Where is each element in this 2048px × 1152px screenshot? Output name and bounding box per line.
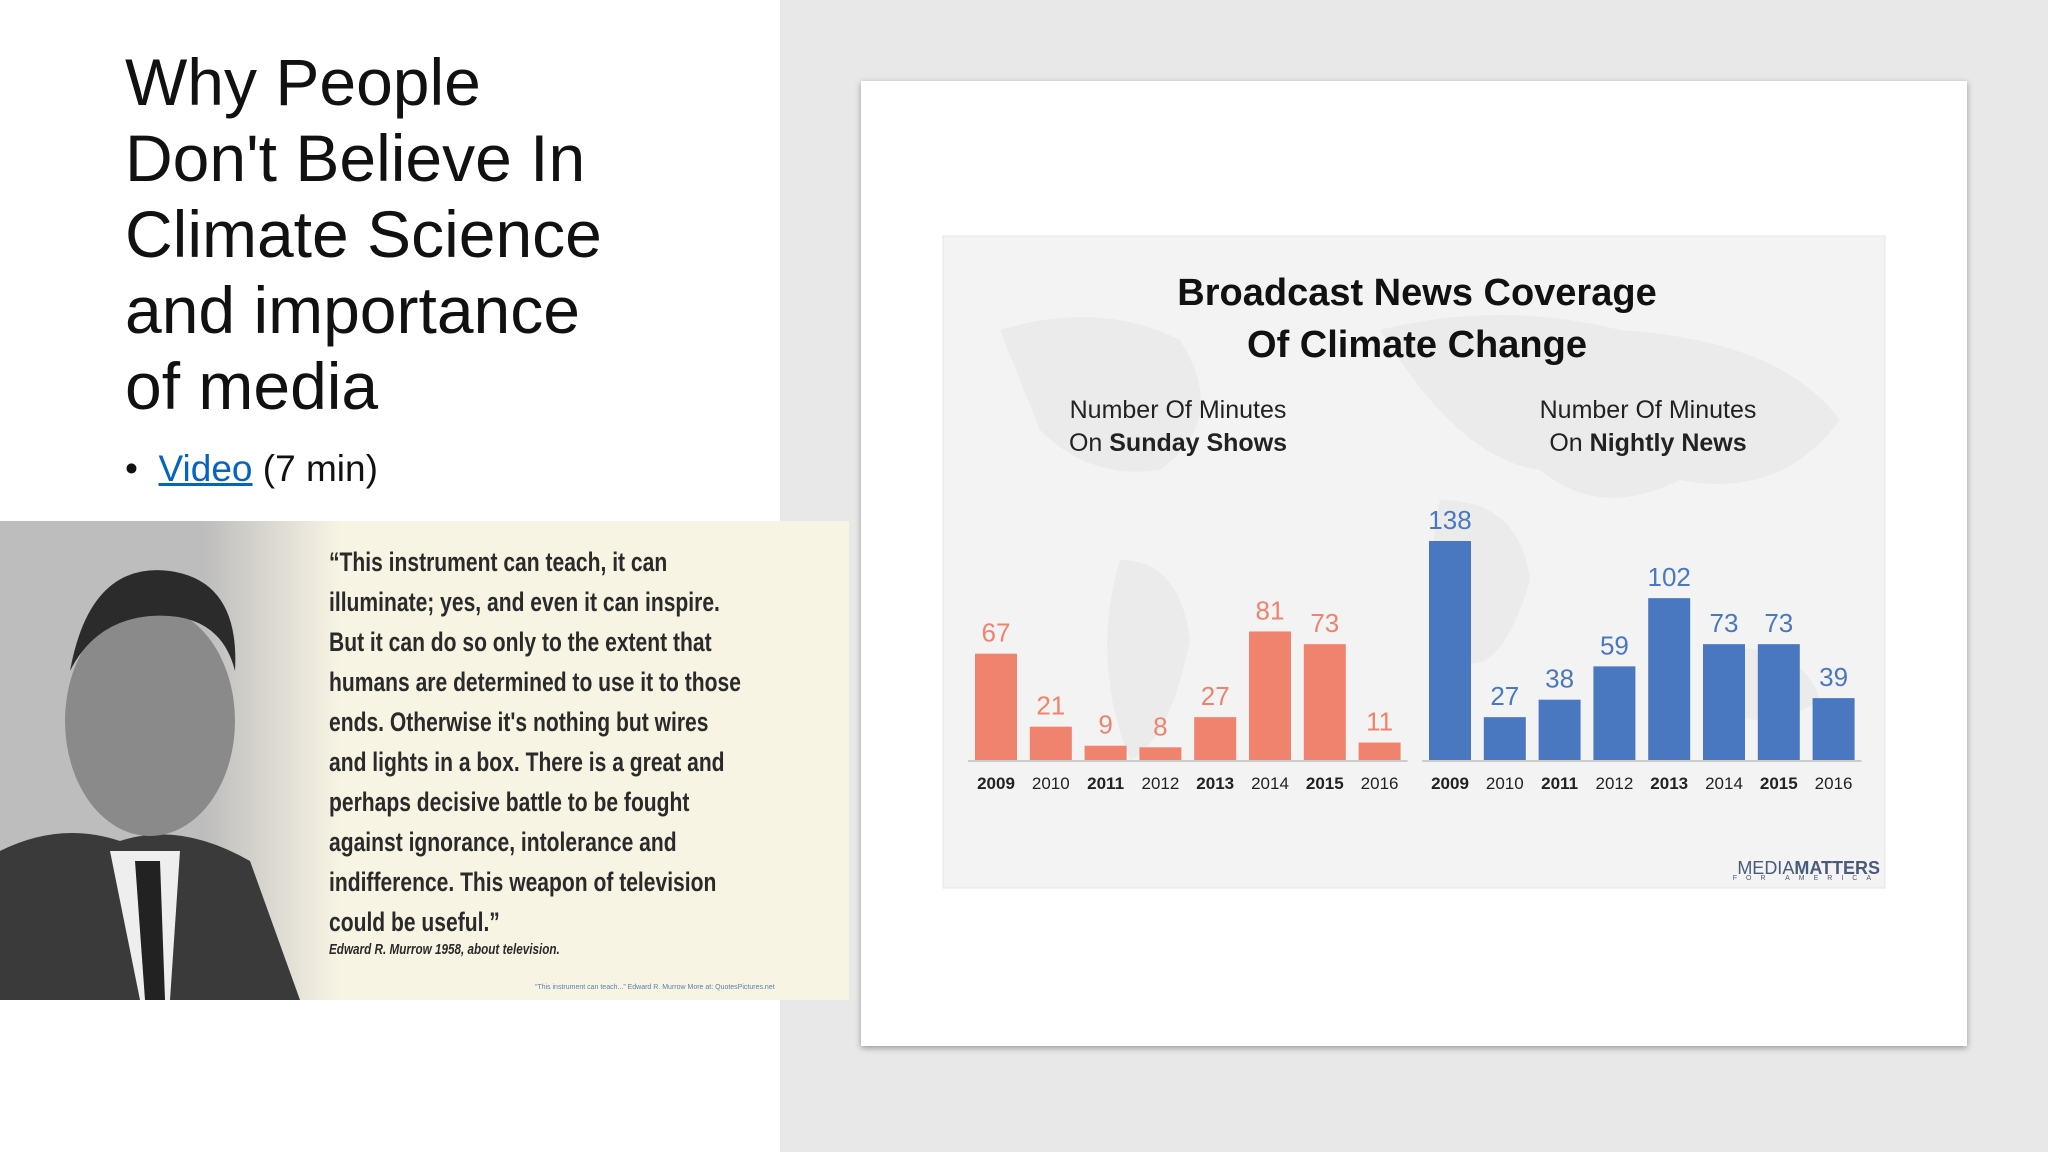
subtitle-emphasis: Nightly News	[1590, 429, 1747, 457]
credit-sub: FOR AMERICA	[1733, 875, 1880, 882]
x-tick-label: 2016	[1361, 774, 1399, 793]
hair	[70, 570, 236, 671]
bar	[1483, 717, 1526, 760]
x-tick-label: 2012	[1595, 774, 1633, 793]
bar	[1358, 742, 1401, 760]
x-tick-label: 2010	[1486, 774, 1524, 793]
subtitle: Number Of Minutes	[1540, 396, 1757, 424]
subtitle-part: On	[1549, 429, 1582, 457]
x-tick-label: 2015	[1306, 774, 1344, 793]
bar	[1593, 666, 1636, 760]
bar	[1812, 698, 1855, 760]
x-tick-label: 2011	[1087, 774, 1124, 793]
value-label: 73	[1710, 608, 1739, 638]
quote-line: indifference. This weapon of television	[329, 867, 717, 897]
credit-part: MATTERS	[1794, 858, 1880, 878]
quote-footer: “This instrument can teach...” Edward R.…	[535, 984, 775, 991]
value-label: 81	[1256, 595, 1285, 625]
value-label: 38	[1545, 664, 1574, 694]
value-label: 11	[1366, 707, 1393, 737]
value-label: 27	[1490, 681, 1519, 711]
x-tick-label: 2014	[1251, 774, 1289, 793]
x-tick-label: 2009	[977, 774, 1015, 793]
value-label: 73	[1764, 608, 1793, 638]
x-tick-label: 2012	[1141, 774, 1179, 793]
bar	[1303, 644, 1346, 760]
chart-title: Broadcast News Coverage	[1177, 272, 1656, 314]
subtitle-part: On	[1069, 429, 1102, 457]
quote-attribution: Edward R. Murrow 1958, about television.	[329, 941, 560, 958]
quote-line: perhaps decisive battle to be fought	[329, 787, 690, 817]
value-label: 21	[1036, 691, 1065, 721]
quote-line: humans are determined to use it to those	[329, 667, 741, 697]
bar	[1194, 717, 1237, 760]
value-label: 39	[1819, 662, 1848, 692]
bar	[975, 653, 1017, 760]
face	[65, 606, 235, 836]
x-tick-label: 2014	[1705, 774, 1743, 793]
quote-line: “This instrument can teach, it can	[329, 547, 668, 577]
subtitle: Number Of Minutes	[1070, 396, 1287, 424]
portrait	[0, 521, 340, 1000]
bar	[1538, 699, 1581, 760]
value-label: 102	[1648, 562, 1691, 592]
quote-line: illuminate; yes, and even it can inspire…	[329, 587, 720, 617]
x-tick-label: 2013	[1650, 774, 1688, 793]
quote-line: against ignorance, intolerance and	[329, 827, 677, 857]
value-label: 59	[1600, 630, 1629, 660]
credit-part: MEDIA	[1737, 858, 1794, 878]
value-label: 138	[1428, 505, 1471, 535]
quote-line: But it can do so only to the extent that	[329, 627, 712, 657]
quote-line: and lights in a box. There is a great an…	[329, 747, 725, 777]
x-tick-label: 2011	[1541, 774, 1578, 793]
quote-image: “This instrument can teach, it can illumi…	[0, 521, 849, 1000]
bar	[1429, 541, 1471, 760]
slide-title: Why People Don't Believe In Climate Scienc…	[125, 44, 602, 424]
value-label: 8	[1153, 711, 1167, 741]
bar	[1249, 631, 1291, 760]
bar	[1648, 598, 1691, 760]
chart-title: Of Climate Change	[1247, 324, 1587, 366]
bar	[1139, 747, 1182, 760]
value-label: 27	[1201, 681, 1230, 711]
subtitle: On Sunday Shows	[1069, 429, 1287, 457]
value-label: 9	[1098, 710, 1112, 740]
bullet: • Video (7 min)	[125, 448, 378, 489]
world-map	[1000, 315, 1840, 760]
tie	[135, 861, 165, 1000]
x-tick-label: 2010	[1032, 774, 1070, 793]
title-line: Why People	[125, 45, 481, 119]
subtitle-emphasis: Sunday Shows	[1109, 429, 1287, 457]
x-tick-label: 2016	[1815, 774, 1853, 793]
quote-line: ends. Otherwise it's nothing but wires	[329, 707, 709, 737]
title-line: of media	[125, 349, 379, 423]
credit: MEDIAMATTERS	[1737, 858, 1880, 878]
video-link[interactable]: Video	[158, 448, 253, 489]
bar	[1757, 644, 1800, 760]
quote-line: could be useful.”	[329, 907, 500, 937]
bullet-text: (7 min)	[262, 448, 378, 489]
x-tick-label: 2015	[1760, 774, 1798, 793]
bar	[1029, 726, 1072, 760]
value-label: 73	[1310, 608, 1339, 638]
title-line: and importance	[125, 273, 580, 347]
x-tick-label: 2013	[1196, 774, 1234, 793]
subtitle: On Nightly News	[1549, 429, 1746, 457]
title-line: Climate Science	[125, 197, 602, 271]
bar	[1703, 644, 1745, 760]
bar	[1084, 745, 1127, 760]
x-tick-label: 2009	[1431, 774, 1469, 793]
title-line: Don't Believe In	[125, 121, 586, 195]
value-label: 67	[982, 618, 1011, 648]
